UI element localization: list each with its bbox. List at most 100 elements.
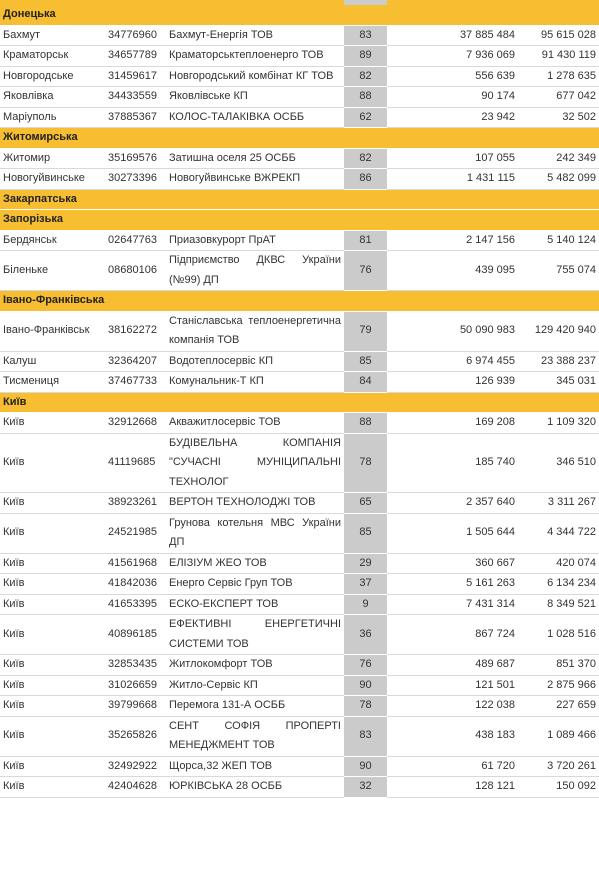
table-container: Донецька Бахмут 34776960 Бахмут-Енергія ТОВ… <box>0 5 599 798</box>
cell-value-2: 1 089 466 <box>518 716 599 757</box>
cell-code: 32492922 <box>105 756 166 777</box>
cell-name: Новогуйвинське ВЖРЕКП <box>166 168 344 190</box>
cell-score: 76 <box>344 654 387 676</box>
table-row: Київ 38923261 ВЕРТОН ТЕХНОЛОДЖІ ТОВ 65 2 357… <box>0 492 599 514</box>
cell-value-2: 851 370 <box>518 654 599 676</box>
cell-value-2: 3 311 267 <box>518 492 599 514</box>
cell-value-1: 107 055 <box>387 148 518 169</box>
cell-code: 41561968 <box>105 553 166 574</box>
table-row: Київ 41561968 ЕЛІЗІУМ ЖЕО ТОВ 29 360 667 420 … <box>0 553 599 574</box>
cell-value-1: 23 942 <box>387 107 518 128</box>
cell-score: 62 <box>344 107 387 128</box>
cell-code: 31459617 <box>105 66 166 87</box>
cell-value-2: 1 109 320 <box>518 412 599 434</box>
cell-name: ЕСКО-ЕКСПЕРТ ТОВ <box>166 594 344 615</box>
cell-score: 79 <box>344 311 387 352</box>
cell-city: Краматорськ <box>0 45 105 67</box>
cell-code: 32853435 <box>105 654 166 676</box>
cell-city: Київ <box>0 573 105 595</box>
table-row: Бердянськ 02647763 Приазовкурорт ПрАТ 81 2 1… <box>0 230 599 251</box>
cell-city: Київ <box>0 433 105 493</box>
table-body: Донецька Бахмут 34776960 Бахмут-Енергія ТОВ… <box>0 5 599 798</box>
cell-value-1: 5 161 263 <box>387 573 518 595</box>
cell-code: 41119685 <box>105 433 166 493</box>
cell-name: Житлокомфорт ТОВ <box>166 654 344 676</box>
cell-value-2: 677 042 <box>518 86 599 108</box>
cell-name: БУДІВЕЛЬНА КОМПАНІЯ "СУЧАСНІ МУНІЦИПАЛЬН… <box>166 433 344 493</box>
cell-value-1: 126 939 <box>387 371 518 393</box>
cell-city: Бердянськ <box>0 230 105 251</box>
cell-city: Маріуполь <box>0 107 105 128</box>
table-row: Маріуполь 37885367 КОЛОС-ТАЛАКІВКА ОСББ 62 2… <box>0 107 599 128</box>
cell-value-1: 439 095 <box>387 250 518 291</box>
cell-value-1: 7 936 069 <box>387 45 518 67</box>
cell-code: 34776960 <box>105 25 166 46</box>
cell-value-2: 95 615 028 <box>518 25 599 46</box>
cell-city: Київ <box>0 412 105 434</box>
cell-value-2: 129 420 940 <box>518 311 599 352</box>
cell-score: 89 <box>344 45 387 67</box>
cell-value-1: 7 431 314 <box>387 594 518 615</box>
cell-value-2: 4 344 722 <box>518 513 599 554</box>
cell-value-1: 867 724 <box>387 614 518 655</box>
region-name: Київ <box>0 392 599 413</box>
region-name: Закарпатська <box>0 189 599 210</box>
cell-score: 82 <box>344 148 387 169</box>
cell-city: Київ <box>0 695 105 717</box>
cell-value-2: 5 482 099 <box>518 168 599 190</box>
cell-score: 78 <box>344 433 387 493</box>
cell-value-1: 128 121 <box>387 776 518 798</box>
cell-value-1: 1 431 115 <box>387 168 518 190</box>
cell-code: 31026659 <box>105 675 166 696</box>
cell-value-2: 23 388 237 <box>518 351 599 372</box>
cell-score: 85 <box>344 513 387 554</box>
region-header-row: Київ <box>0 392 599 413</box>
cell-city: Київ <box>0 675 105 696</box>
cell-city: Київ <box>0 594 105 615</box>
cell-name: Підприємство ДКВС України (№99) ДП <box>166 250 344 291</box>
cell-score: 88 <box>344 86 387 108</box>
cell-city: Київ <box>0 614 105 655</box>
cell-name: Житло-Сервіс КП <box>166 675 344 696</box>
cell-score: 37 <box>344 573 387 595</box>
cell-code: 08680106 <box>105 250 166 291</box>
cell-code: 41842036 <box>105 573 166 595</box>
cell-code: 41653395 <box>105 594 166 615</box>
cell-code: 34657789 <box>105 45 166 67</box>
cell-name: Яковлівське КП <box>166 86 344 108</box>
table-row: Тисмениця 37467733 Комунальник-Т КП 84 126 9… <box>0 371 599 393</box>
cell-value-2: 227 659 <box>518 695 599 717</box>
cell-name: КОЛОС-ТАЛАКІВКА ОСББ <box>166 107 344 128</box>
region-header-row: Івано-Франківська <box>0 290 599 312</box>
cell-code: 35169576 <box>105 148 166 169</box>
cell-score: 90 <box>344 756 387 777</box>
cell-name: Акважитлосервіс ТОВ <box>166 412 344 434</box>
cell-score: 32 <box>344 776 387 798</box>
table-row: Київ 39799668 Перемога 131-А ОСББ 78 122 038… <box>0 695 599 717</box>
cell-value-2: 8 349 521 <box>518 594 599 615</box>
cell-code: 02647763 <box>105 230 166 251</box>
cell-name: Бахмут-Енергія ТОВ <box>166 25 344 46</box>
cell-name: Станіславська теплоенергетична компанія … <box>166 311 344 352</box>
cell-value-1: 185 740 <box>387 433 518 493</box>
table-row: Київ 41119685 БУДІВЕЛЬНА КОМПАНІЯ "СУЧАСНІ… <box>0 433 599 493</box>
cell-name: Енерго Сервіс Груп ТОВ <box>166 573 344 595</box>
cell-code: 34433559 <box>105 86 166 108</box>
cell-city: Яковлівка <box>0 86 105 108</box>
cell-city: Житомир <box>0 148 105 169</box>
cell-score: 76 <box>344 250 387 291</box>
top-header-strip <box>0 0 599 5</box>
cell-city: Івано-Франківськ <box>0 311 105 352</box>
region-header-row: Запорізька <box>0 209 599 231</box>
cell-name: Комунальник-Т КП <box>166 371 344 393</box>
cell-city: Калуш <box>0 351 105 372</box>
cell-value-1: 2 147 156 <box>387 230 518 251</box>
cell-code: 30273396 <box>105 168 166 190</box>
cell-code: 39799668 <box>105 695 166 717</box>
table-row: Київ 31026659 Житло-Сервіс КП 90 121 501 2 87… <box>0 675 599 696</box>
cell-score: 90 <box>344 675 387 696</box>
table-row: Бахмут 34776960 Бахмут-Енергія ТОВ 83 37 885… <box>0 25 599 46</box>
cell-value-2: 6 134 234 <box>518 573 599 595</box>
cell-value-1: 2 357 640 <box>387 492 518 514</box>
cell-value-1: 489 687 <box>387 654 518 676</box>
